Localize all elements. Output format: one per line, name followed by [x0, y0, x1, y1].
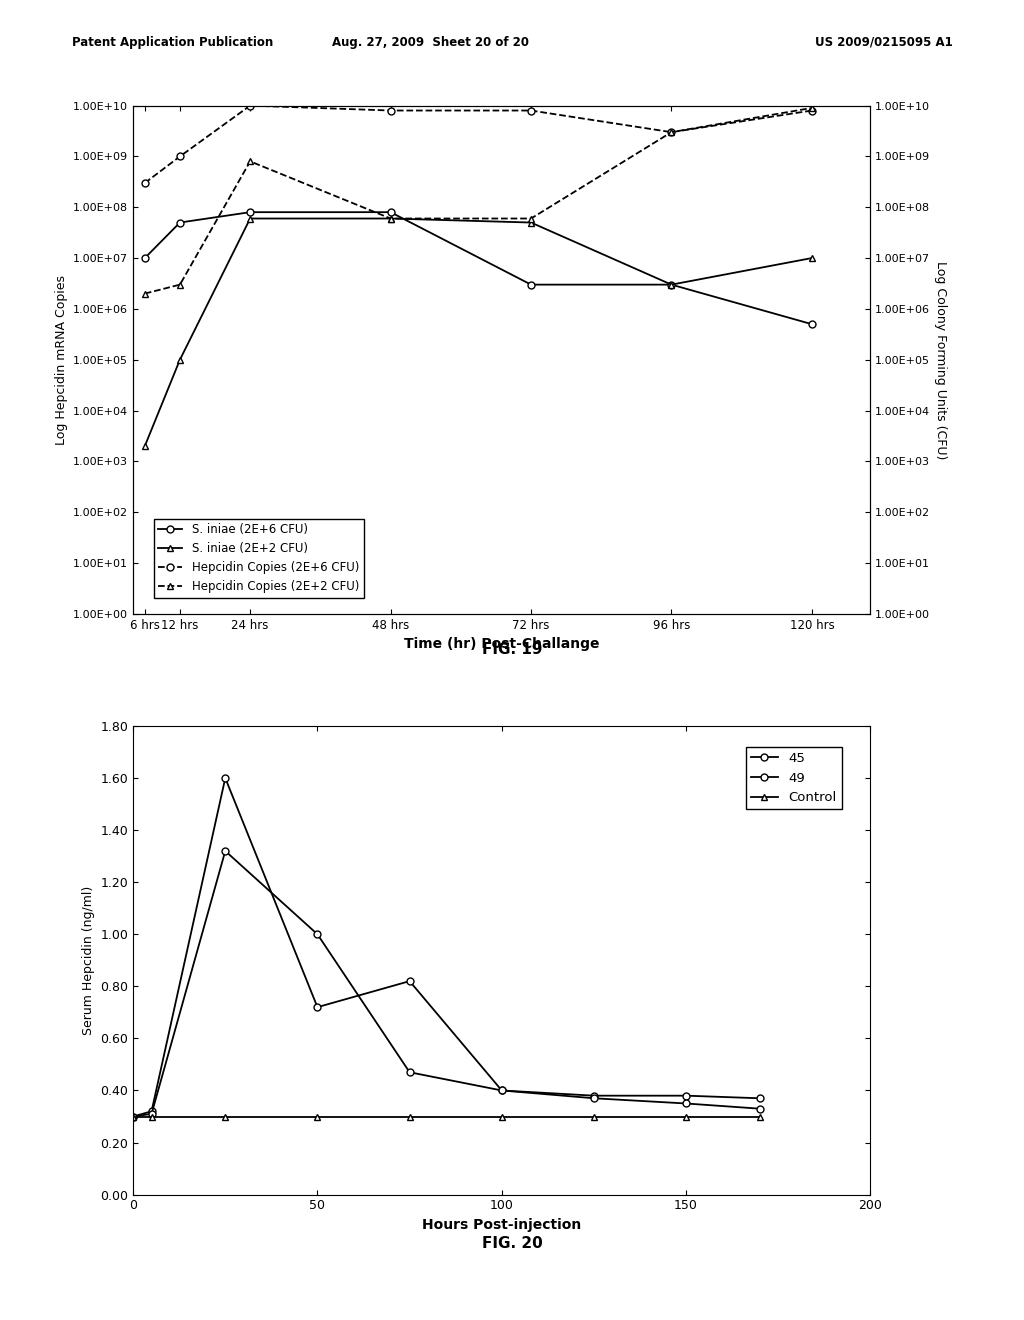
Hepcidin Copies (2E+6 CFU) [174, 148, 186, 164]
Hepcidin Copies (2E+2 CFU) [174, 277, 186, 293]
Control [403, 1109, 416, 1125]
Y-axis label: Log Hepcidin mRNA Copies: Log Hepcidin mRNA Copies [54, 275, 68, 445]
49 [496, 1082, 508, 1098]
S. iniae (2E+6 CFU) [384, 205, 396, 220]
49 [219, 843, 231, 859]
Hepcidin Copies (2E+2 CFU) [384, 211, 396, 227]
Hepcidin Copies (2E+6 CFU) [384, 103, 396, 119]
45 [496, 1082, 508, 1098]
45 [311, 999, 324, 1015]
S. iniae (2E+2 CFU) [174, 351, 186, 367]
Hepcidin Copies (2E+6 CFU) [138, 176, 151, 191]
Line: Hepcidin Copies (2E+6 CFU): Hepcidin Copies (2E+6 CFU) [141, 102, 815, 186]
X-axis label: Time (hr) Post-Challange: Time (hr) Post-Challange [404, 638, 599, 651]
Control [145, 1109, 158, 1125]
Text: FIG. 19: FIG. 19 [481, 642, 543, 657]
Legend: 45, 49, Control: 45, 49, Control [745, 747, 842, 809]
Control [311, 1109, 324, 1125]
S. iniae (2E+2 CFU) [384, 211, 396, 227]
Control [680, 1109, 692, 1125]
Y-axis label: Serum Hepcidin (ng/ml): Serum Hepcidin (ng/ml) [82, 886, 94, 1035]
S. iniae (2E+6 CFU) [244, 205, 256, 220]
Text: Patent Application Publication: Patent Application Publication [72, 36, 273, 49]
S. iniae (2E+2 CFU) [666, 277, 678, 293]
Hepcidin Copies (2E+2 CFU) [525, 211, 538, 227]
X-axis label: Hours Post-injection: Hours Post-injection [422, 1218, 582, 1232]
Line: 49: 49 [130, 847, 763, 1119]
Line: Control: Control [130, 1113, 763, 1119]
49 [403, 1064, 416, 1080]
S. iniae (2E+6 CFU) [138, 251, 151, 267]
Hepcidin Copies (2E+6 CFU) [806, 103, 818, 119]
Text: US 2009/0215095 A1: US 2009/0215095 A1 [814, 36, 952, 49]
49 [680, 1096, 692, 1111]
Hepcidin Copies (2E+2 CFU) [806, 100, 818, 116]
Hepcidin Copies (2E+2 CFU) [666, 124, 678, 140]
45 [127, 1109, 139, 1125]
49 [145, 1106, 158, 1122]
S. iniae (2E+6 CFU) [525, 277, 538, 293]
45 [588, 1088, 600, 1104]
S. iniae (2E+6 CFU) [666, 277, 678, 293]
Hepcidin Copies (2E+2 CFU) [138, 285, 151, 301]
S. iniae (2E+6 CFU) [806, 317, 818, 333]
45 [680, 1088, 692, 1104]
Hepcidin Copies (2E+6 CFU) [525, 103, 538, 119]
Control [588, 1109, 600, 1125]
Text: Aug. 27, 2009  Sheet 20 of 20: Aug. 27, 2009 Sheet 20 of 20 [332, 36, 528, 49]
Control [127, 1109, 139, 1125]
49 [127, 1109, 139, 1125]
Hepcidin Copies (2E+2 CFU) [244, 153, 256, 169]
S. iniae (2E+2 CFU) [806, 251, 818, 267]
Line: S. iniae (2E+6 CFU): S. iniae (2E+6 CFU) [141, 209, 815, 327]
49 [754, 1101, 766, 1117]
Hepcidin Copies (2E+6 CFU) [244, 98, 256, 114]
Line: 45: 45 [130, 775, 763, 1119]
49 [311, 927, 324, 942]
Line: Hepcidin Copies (2E+2 CFU): Hepcidin Copies (2E+2 CFU) [141, 104, 815, 297]
Control [219, 1109, 231, 1125]
S. iniae (2E+2 CFU) [138, 438, 151, 454]
S. iniae (2E+2 CFU) [244, 211, 256, 227]
49 [588, 1090, 600, 1106]
Line: S. iniae (2E+2 CFU): S. iniae (2E+2 CFU) [141, 215, 815, 450]
45 [403, 973, 416, 989]
45 [145, 1104, 158, 1119]
Control [496, 1109, 508, 1125]
Hepcidin Copies (2E+6 CFU) [666, 124, 678, 140]
45 [219, 770, 231, 785]
S. iniae (2E+2 CFU) [525, 215, 538, 231]
Y-axis label: Log Colony Forming Units (CFU): Log Colony Forming Units (CFU) [934, 260, 947, 459]
Control [754, 1109, 766, 1125]
Legend: S. iniae (2E+6 CFU), S. iniae (2E+2 CFU), Hepcidin Copies (2E+6 CFU), Hepcidin C: S. iniae (2E+6 CFU), S. iniae (2E+2 CFU)… [154, 519, 364, 598]
Text: FIG. 20: FIG. 20 [481, 1236, 543, 1251]
45 [754, 1090, 766, 1106]
S. iniae (2E+6 CFU) [174, 215, 186, 231]
